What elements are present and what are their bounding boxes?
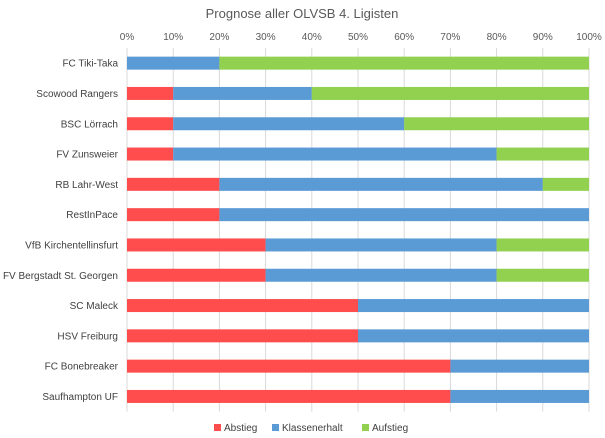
legend-swatch	[362, 424, 369, 431]
category-label: HSV Freiburg	[57, 331, 118, 342]
bar-segment-abstieg	[127, 117, 174, 131]
x-tick-label: 90%	[533, 32, 553, 43]
bar-segment-abstieg	[127, 208, 220, 222]
bar-segment-aufstieg	[404, 117, 589, 131]
bar-segment-aufstieg	[219, 56, 589, 70]
bar-segment-aufstieg	[496, 268, 589, 282]
bar-segment-abstieg	[127, 299, 358, 313]
bar-segment-klassenerhalt	[358, 299, 589, 313]
category-label: FC Tiki-Taka	[62, 59, 118, 70]
bar-segment-abstieg	[127, 147, 174, 161]
bar-segment-klassenerhalt	[450, 389, 589, 403]
category-label: FV Bergstadt St. Georgen	[3, 271, 118, 282]
x-tick-label: 70%	[440, 32, 460, 43]
bar-segment-klassenerhalt	[450, 359, 589, 373]
bar-segment-aufstieg	[496, 147, 589, 161]
legend-label: Klassenerhalt	[282, 423, 343, 434]
bar-segment-klassenerhalt	[173, 147, 497, 161]
bar-segment-abstieg	[127, 86, 174, 100]
x-tick-label: 10%	[163, 32, 183, 43]
x-axis-tick-labels: 0% 10% 20% 30% 40% 50% 60% 70% 80% 90% 100%	[120, 32, 602, 43]
x-tick-label: 0%	[120, 32, 135, 43]
bar-segment-klassenerhalt	[173, 86, 312, 100]
bar-segment-aufstieg	[496, 238, 589, 252]
bar-segment-abstieg	[127, 359, 451, 373]
bar-segment-klassenerhalt	[219, 208, 589, 222]
gridlines	[126, 48, 590, 412]
bar-segment-klassenerhalt	[173, 117, 405, 131]
bar-segment-klassenerhalt	[127, 56, 220, 70]
category-label: RB Lahr-West	[55, 180, 118, 191]
chart-title: Prognose aller OLVSB 4. Ligisten	[206, 6, 399, 21]
category-label: FC Bonebreaker	[45, 362, 119, 373]
x-tick-label: 30%	[256, 32, 276, 43]
category-label: BSC Lörrach	[61, 119, 118, 130]
legend-label: Abstieg	[224, 423, 257, 434]
bar-segment-klassenerhalt	[265, 268, 497, 282]
category-label: FV Zunsweier	[56, 150, 118, 161]
bar-segment-klassenerhalt	[219, 177, 543, 191]
x-tick-label: 80%	[487, 32, 507, 43]
x-tick-label: 50%	[348, 32, 368, 43]
x-tick-label: 60%	[394, 32, 414, 43]
x-tick-label: 20%	[209, 32, 229, 43]
category-label: Scowood Rangers	[36, 89, 118, 100]
x-tick-label: 40%	[302, 32, 322, 43]
bar-segment-klassenerhalt	[358, 329, 589, 343]
bar-segment-abstieg	[127, 268, 266, 282]
category-label: VfB Kirchentellinsfurt	[25, 240, 118, 251]
bars	[127, 56, 589, 403]
legend-swatch	[272, 424, 279, 431]
bar-segment-abstieg	[127, 389, 451, 403]
legend-label: Aufstieg	[372, 423, 408, 434]
bar-segment-abstieg	[127, 329, 358, 343]
category-labels: FC Tiki-Taka Scowood Rangers BSC Lörrach FV…	[3, 59, 119, 403]
bar-segment-abstieg	[127, 177, 220, 191]
category-label: SC Maleck	[70, 301, 119, 312]
x-tick-label: 100%	[576, 32, 602, 43]
category-label: RestInPace	[66, 210, 118, 221]
legend: Abstieg Klassenerhalt Aufstieg	[214, 423, 408, 434]
legend-swatch	[214, 424, 221, 431]
category-label: Saufhampton UF	[42, 392, 118, 403]
bar-segment-aufstieg	[542, 177, 589, 191]
bar-segment-abstieg	[127, 238, 266, 252]
bar-segment-klassenerhalt	[265, 238, 497, 252]
bar-segment-aufstieg	[311, 86, 589, 100]
